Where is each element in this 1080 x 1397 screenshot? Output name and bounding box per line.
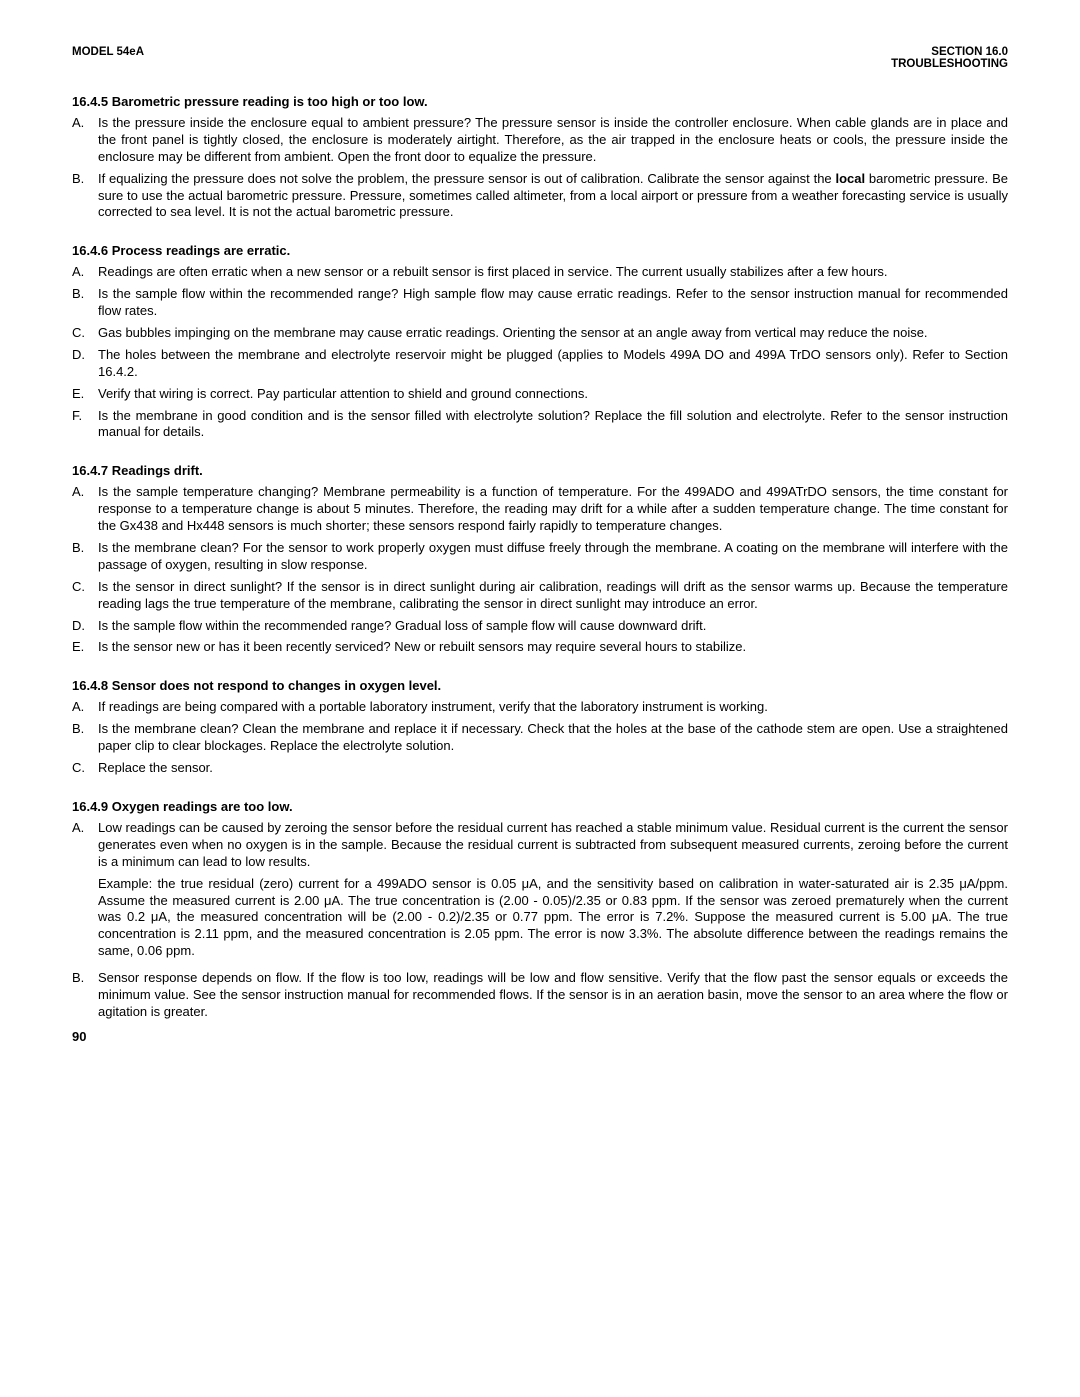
section-title-1647: 16.4.7 Readings drift. [72, 463, 1008, 478]
item-text: Is the membrane clean? Clean the membran… [98, 721, 1008, 755]
item-text: Readings are often erratic when a new se… [98, 264, 1008, 281]
item-1645-b: B. If equalizing the pressure does not s… [72, 171, 1008, 222]
item-para-1: Low readings can be caused by zeroing th… [98, 820, 1008, 871]
section-title-1646: 16.4.6 Process readings are erratic. [72, 243, 1008, 258]
item-1646-a: A. Readings are often erratic when a new… [72, 264, 1008, 281]
item-letter: C. [72, 579, 98, 613]
item-1646-b: B. Is the sample flow within the recomme… [72, 286, 1008, 320]
item-letter: E. [72, 386, 98, 403]
item-1646-d: D. The holes between the membrane and el… [72, 347, 1008, 381]
text-pre: If equalizing the pressure does not solv… [98, 171, 835, 186]
text-bold: local [835, 171, 865, 186]
item-letter: F. [72, 408, 98, 442]
item-letter: B. [72, 721, 98, 755]
page-header: MODEL 54eA SECTION 16.0 TROUBLESHOOTING [72, 46, 1008, 70]
item-text: Is the membrane in good condition and is… [98, 408, 1008, 442]
item-letter: B. [72, 171, 98, 222]
item-letter: B. [72, 286, 98, 320]
item-text: Low readings can be caused by zeroing th… [98, 820, 1008, 965]
item-letter: A. [72, 115, 98, 166]
item-text: If equalizing the pressure does not solv… [98, 171, 1008, 222]
item-1648-a: A. If readings are being compared with a… [72, 699, 1008, 716]
item-para-2: Example: the true residual (zero) curren… [98, 876, 1008, 960]
item-letter: A. [72, 484, 98, 535]
item-letter: D. [72, 618, 98, 635]
item-text: Is the sample flow within the recommende… [98, 286, 1008, 320]
item-text: Is the pressure inside the enclosure equ… [98, 115, 1008, 166]
item-text: Is the sample flow within the recommende… [98, 618, 1008, 635]
item-1646-c: C. Gas bubbles impinging on the membrane… [72, 325, 1008, 342]
section-title-1649: 16.4.9 Oxygen readings are too low. [72, 799, 1008, 814]
item-text: Is the membrane clean? For the sensor to… [98, 540, 1008, 574]
item-letter: A. [72, 264, 98, 281]
item-letter: B. [72, 970, 98, 1021]
header-section: SECTION 16.0 [891, 46, 1008, 58]
item-1646-e: E. Verify that wiring is correct. Pay pa… [72, 386, 1008, 403]
item-1647-b: B. Is the membrane clean? For the sensor… [72, 540, 1008, 574]
item-letter: A. [72, 820, 98, 965]
header-subsection: TROUBLESHOOTING [891, 58, 1008, 70]
item-text: Is the sensor new or has it been recentl… [98, 639, 1008, 656]
section-title-1648: 16.4.8 Sensor does not respond to change… [72, 678, 1008, 693]
item-text: Sensor response depends on flow. If the … [98, 970, 1008, 1021]
item-1649-a: A. Low readings can be caused by zeroing… [72, 820, 1008, 965]
item-text: Is the sensor in direct sunlight? If the… [98, 579, 1008, 613]
item-letter: A. [72, 699, 98, 716]
item-letter: D. [72, 347, 98, 381]
item-text: Is the sample temperature changing? Memb… [98, 484, 1008, 535]
item-1645-a: A. Is the pressure inside the enclosure … [72, 115, 1008, 166]
item-1646-f: F. Is the membrane in good condition and… [72, 408, 1008, 442]
item-letter: C. [72, 325, 98, 342]
item-letter: C. [72, 760, 98, 777]
item-text: Verify that wiring is correct. Pay parti… [98, 386, 1008, 403]
item-text: Gas bubbles impinging on the membrane ma… [98, 325, 1008, 342]
item-1647-a: A. Is the sample temperature changing? M… [72, 484, 1008, 535]
item-1647-c: C. Is the sensor in direct sunlight? If … [72, 579, 1008, 613]
item-1649-b: B. Sensor response depends on flow. If t… [72, 970, 1008, 1021]
item-1648-c: C. Replace the sensor. [72, 760, 1008, 777]
item-text: Replace the sensor. [98, 760, 1008, 777]
item-letter: E. [72, 639, 98, 656]
item-1647-e: E. Is the sensor new or has it been rece… [72, 639, 1008, 656]
item-text: The holes between the membrane and elect… [98, 347, 1008, 381]
page-number: 90 [72, 1029, 1008, 1044]
item-letter: B. [72, 540, 98, 574]
item-1647-d: D. Is the sample flow within the recomme… [72, 618, 1008, 635]
section-title-1645: 16.4.5 Barometric pressure reading is to… [72, 94, 1008, 109]
header-right: SECTION 16.0 TROUBLESHOOTING [891, 46, 1008, 70]
item-1648-b: B. Is the membrane clean? Clean the memb… [72, 721, 1008, 755]
item-text: If readings are being compared with a po… [98, 699, 1008, 716]
header-left: MODEL 54eA [72, 46, 144, 58]
